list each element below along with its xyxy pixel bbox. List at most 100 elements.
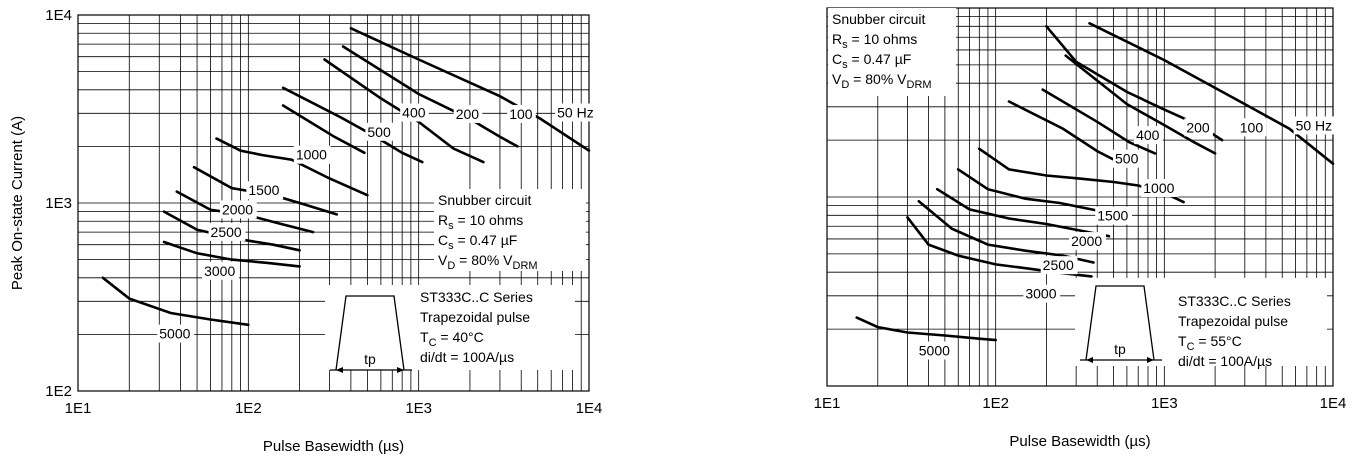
x-tick-label: 1E2	[235, 400, 262, 417]
curve-label-bg	[365, 122, 394, 141]
curve-label: 3000	[204, 263, 235, 279]
snubber-title-part: Snubber circuit	[832, 11, 925, 27]
series-title-part: ST333C..C Series	[1178, 293, 1291, 309]
snubber-cs-part: = 0.47 µF	[848, 51, 912, 67]
series-line-3000	[162, 240, 301, 268]
series-title: ST333C..C Series	[420, 289, 533, 305]
snubber-title: Snubber circuit	[832, 11, 925, 27]
tp-arrow-right	[1147, 357, 1154, 363]
snubber-cs-part: s	[448, 240, 454, 252]
tp-arrow-right	[397, 367, 404, 373]
snubber-vd: VD = 80% VDRM	[438, 252, 538, 272]
x-tick-label: 1E4	[1320, 395, 1347, 412]
x-axis-title: Pulse Basewidth (µs)	[1009, 433, 1150, 450]
pulse-type: Trapezoidal pulse	[420, 309, 530, 325]
snubber-vd-part: D	[447, 260, 455, 272]
curve-label: 2000	[1071, 233, 1102, 249]
snubber-cs: Cs = 0.47 µF	[832, 51, 911, 71]
curve-label: 1000	[1143, 180, 1174, 196]
curve-label-bg	[916, 341, 954, 360]
curve-label: 200	[456, 106, 480, 122]
series-title: ST333C..C Series	[1178, 293, 1291, 309]
curve-label-bg	[507, 104, 536, 123]
series-line-400	[1041, 88, 1157, 155]
curve-label: 100	[509, 106, 533, 122]
snubber-rs-part: s	[842, 39, 848, 51]
plot-frame	[826, 7, 1334, 387]
series-line-2000	[935, 187, 1111, 238]
curve-label-bg	[208, 222, 246, 241]
snubber-vd-part: DRM	[513, 260, 538, 272]
curve-label: 2500	[211, 224, 242, 240]
y-axis-title: Peak On-state Current (A)	[9, 116, 26, 290]
snubber-vd-part: DRM	[907, 79, 932, 91]
series-box-bg	[325, 285, 575, 370]
case-temp: TC = 40°C	[420, 329, 484, 349]
curve-label: 3000	[1025, 286, 1056, 302]
snubber-rs: Rs = 10 ohms	[438, 212, 523, 232]
snubber-cs-part: C	[438, 232, 448, 248]
curve-label: 400	[1136, 127, 1160, 143]
series-line-500	[281, 104, 366, 155]
curve-label: 200	[1186, 119, 1210, 135]
case-temp-part: C	[429, 337, 437, 349]
snubber-rs-part: s	[448, 220, 454, 232]
pulse-type: Trapezoidal pulse	[1178, 313, 1288, 329]
case-temp-part: = 40°C	[437, 329, 484, 345]
x-tick-label: 1E1	[65, 400, 92, 417]
series-line-200	[323, 58, 485, 164]
series-annotation: ST333C..C Series Trapezoidal pulse TC = 55…	[1178, 293, 1291, 369]
series-line-200	[1064, 54, 1217, 155]
case-temp: TC = 55°C	[1178, 333, 1242, 353]
curve-label: 500	[1115, 151, 1139, 167]
trapezoid-pulse-icon: tp	[1080, 285, 1162, 363]
snubber-rs-part: = 10 ohms	[454, 212, 524, 228]
series-title-part: ST333C..C Series	[420, 289, 533, 305]
di-dt: di/dt = 100A/µs	[420, 349, 514, 365]
curve-label-bg	[202, 261, 239, 280]
snubber-cs-part: C	[832, 51, 842, 67]
x-tick-label: 1E1	[814, 395, 841, 412]
snubber-rs-part: R	[438, 212, 448, 228]
di-dt: di/dt = 100A/µs	[1178, 353, 1272, 369]
curve-label-bg	[219, 200, 257, 219]
snubber-cs-part: s	[842, 59, 848, 71]
curve-label: 500	[367, 124, 391, 140]
series-line-50-hz	[1088, 21, 1335, 165]
tp-arrow-left	[336, 367, 343, 373]
case-temp-part: T	[1178, 333, 1187, 349]
snubber-rs-part: R	[832, 31, 842, 47]
x-tick-label: 1E3	[405, 400, 432, 417]
y-tick-label: 1E4	[45, 7, 72, 24]
curve-label-bg	[246, 181, 284, 200]
case-temp-part: = 55°C	[1195, 333, 1242, 349]
snubber-cs-part: = 0.47 µF	[454, 232, 518, 248]
x-tick-label: 1E4	[576, 400, 603, 417]
snubber-vd-part: = 80% V	[849, 71, 907, 87]
snubber-vd: VD = 80% VDRM	[832, 71, 932, 91]
curve-label-bg	[1134, 126, 1163, 145]
curve-label-bg	[400, 103, 429, 122]
snubber-vd-part: D	[841, 79, 849, 91]
di-dt-part: di/dt = 100A/µs	[420, 349, 514, 365]
plot-frame	[77, 14, 590, 392]
snubber-vd-part: V	[438, 252, 448, 268]
snubber-box-bg	[434, 189, 586, 271]
y-tick-label: 1E2	[45, 383, 72, 400]
curve-label-bg	[1023, 284, 1061, 303]
curve-label: 100	[1240, 119, 1264, 135]
di-dt-part: di/dt = 100A/µs	[1178, 353, 1272, 369]
snubber-vd-part: V	[832, 71, 842, 87]
curve-label: 1500	[1097, 208, 1128, 224]
curve-label: 5000	[159, 326, 190, 342]
curve-label: 2500	[1043, 257, 1074, 273]
curve-label-bg	[1095, 206, 1133, 225]
tp-label: tp	[364, 351, 376, 367]
series-annotation: ST333C..C Series Trapezoidal pulse TC = 40…	[420, 289, 533, 365]
chart-right: 1E1 1E2 1E3 1E4 Pulse Basewidth (µs) 50 Hz 100…	[814, 7, 1347, 450]
curve-label-bg	[157, 324, 195, 343]
snubber-rs-part: = 10 ohms	[848, 31, 918, 47]
case-temp-part: C	[1187, 341, 1195, 353]
